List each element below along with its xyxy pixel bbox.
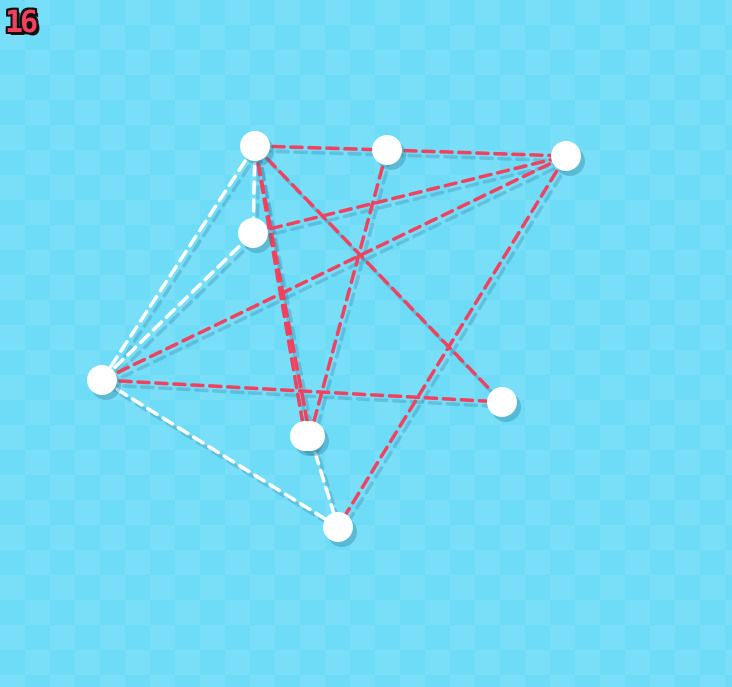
edge-shadow [104, 383, 344, 534]
node-n5[interactable] [87, 365, 117, 395]
edge-shadow [104, 383, 508, 409]
edge-n5-n3 [100, 154, 568, 382]
edge-shadow [255, 159, 572, 240]
edge-n1-n6 [253, 144, 504, 404]
edge-shadow [340, 159, 572, 534]
node-n1[interactable] [240, 131, 270, 161]
edge-n1-n8 [253, 144, 307, 438]
edge-n5-n6 [100, 378, 504, 404]
node-n9[interactable] [323, 512, 353, 542]
node-n2[interactable] [372, 135, 402, 165]
node-n6[interactable] [487, 387, 517, 417]
edge-n5-n9 [100, 378, 340, 529]
edge-n2-n3 [385, 148, 568, 158]
level-counter: 16 [5, 5, 38, 40]
node-n8[interactable] [290, 421, 320, 451]
edge-shadow [104, 159, 572, 387]
edge-shadow [389, 153, 572, 163]
node-n4[interactable] [238, 218, 268, 248]
edge-n7-n9 [308, 434, 340, 529]
edge-shadow [104, 149, 261, 387]
edge-shadow [312, 153, 393, 443]
edge-n1-n5 [100, 144, 257, 382]
edge-n1-n2 [253, 144, 389, 152]
edge-n2-n7 [308, 148, 389, 438]
edge-shadow [257, 149, 393, 157]
edge-n3-n9 [336, 154, 568, 529]
node-n3[interactable] [551, 141, 581, 171]
edge-n4-n3 [251, 154, 568, 235]
edge-n5-n4 [100, 231, 255, 382]
edge-shadow [104, 236, 259, 387]
